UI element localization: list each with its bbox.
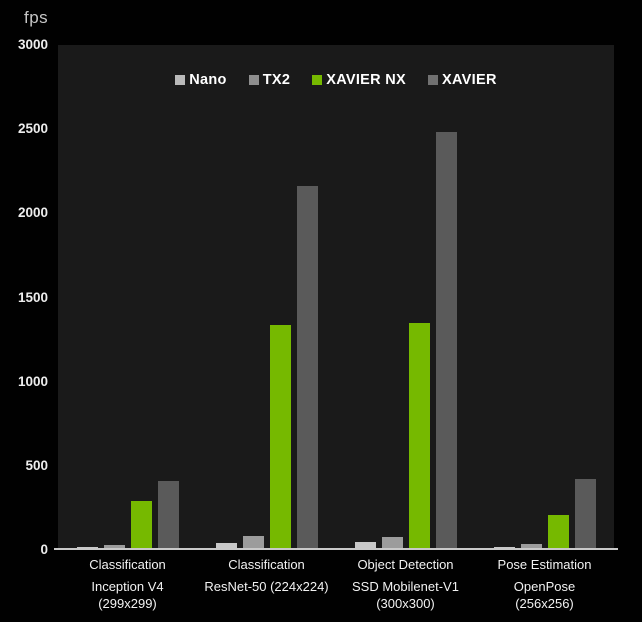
legend-swatch-icon <box>175 75 186 85</box>
legend-swatch-icon <box>248 75 259 85</box>
category-task-label: Classification <box>228 557 305 572</box>
y-tick-label: 3000 <box>17 37 48 52</box>
y-axis: 0 500 1000 1500 2000 2500 3000 <box>0 37 48 557</box>
category: Classification Inception V4 (299x299) <box>58 557 197 613</box>
legend-item: TX2 <box>248 72 291 88</box>
legend-swatch-icon <box>312 75 323 85</box>
bar <box>296 186 318 549</box>
legend: Nano TX2 XAVIER NX XAVIER <box>58 72 614 88</box>
bar-group <box>336 45 475 550</box>
bar <box>381 536 403 549</box>
legend-item: XAVIER <box>428 72 497 88</box>
bar <box>215 542 237 549</box>
category-model-label: ResNet-50 (224x224) <box>197 579 336 596</box>
bar <box>354 542 376 549</box>
category-labels: Classification Inception V4 (299x299) Class… <box>58 557 614 613</box>
bar-group <box>475 45 614 550</box>
bar-groups <box>58 45 614 550</box>
y-tick-label: 0 <box>40 542 48 557</box>
legend-item: Nano <box>175 72 226 88</box>
category: Classification ResNet-50 (224x224) <box>197 557 336 613</box>
category-task-label: Classification <box>89 557 166 572</box>
bar <box>574 479 596 549</box>
category-model-line: OpenPose <box>513 579 576 594</box>
category-model-line: (300x300) <box>376 595 435 611</box>
y-axis-unit-label: fps <box>24 8 49 27</box>
bar <box>269 325 291 549</box>
y-tick-label: 1500 <box>17 289 48 305</box>
bar <box>130 501 152 549</box>
category-model-line: Inception V4 <box>91 579 164 594</box>
legend-item: XAVIER NX <box>312 72 406 88</box>
legend-swatch-icon <box>428 75 438 85</box>
category-model-line: ResNet-50 (224x224) <box>204 579 329 594</box>
bar <box>547 515 569 549</box>
y-tick-label: 500 <box>25 457 48 473</box>
category-model-line: (256x256) <box>515 595 574 611</box>
bar <box>242 535 264 549</box>
bar <box>157 480 179 549</box>
y-tick-label: 2500 <box>17 121 48 137</box>
category-model-label: SSD Mobilenet-V1 (300x300) <box>336 579 475 613</box>
legend-label: Nano <box>189 72 227 88</box>
plot-area <box>58 45 614 550</box>
legend-label: XAVIER <box>442 72 497 88</box>
x-axis-line <box>54 548 618 550</box>
category-task-label: Pose Estimation <box>497 557 592 572</box>
y-tick-label: 2000 <box>17 205 48 221</box>
category: Object Detection SSD Mobilenet-V1 (300x300… <box>336 557 475 613</box>
bar <box>493 546 515 549</box>
category-task-label: Object Detection <box>357 557 454 572</box>
category-model-label: OpenPose (256x256) <box>475 579 614 613</box>
bar <box>435 131 457 549</box>
bar <box>103 544 125 549</box>
bar <box>408 323 430 549</box>
bar-group <box>197 45 336 550</box>
bar <box>520 543 542 549</box>
bar-group <box>58 45 197 550</box>
legend-label: XAVIER NX <box>326 72 406 88</box>
category-model-label: Inception V4 (299x299) <box>58 579 197 613</box>
legend-label: TX2 <box>262 72 291 88</box>
y-tick-label: 1000 <box>17 373 48 389</box>
category-model-line: (299x299) <box>98 595 157 611</box>
category-model-line: SSD Mobilenet-V1 <box>352 579 459 594</box>
category: Pose Estimation OpenPose (256x256) <box>475 557 614 613</box>
